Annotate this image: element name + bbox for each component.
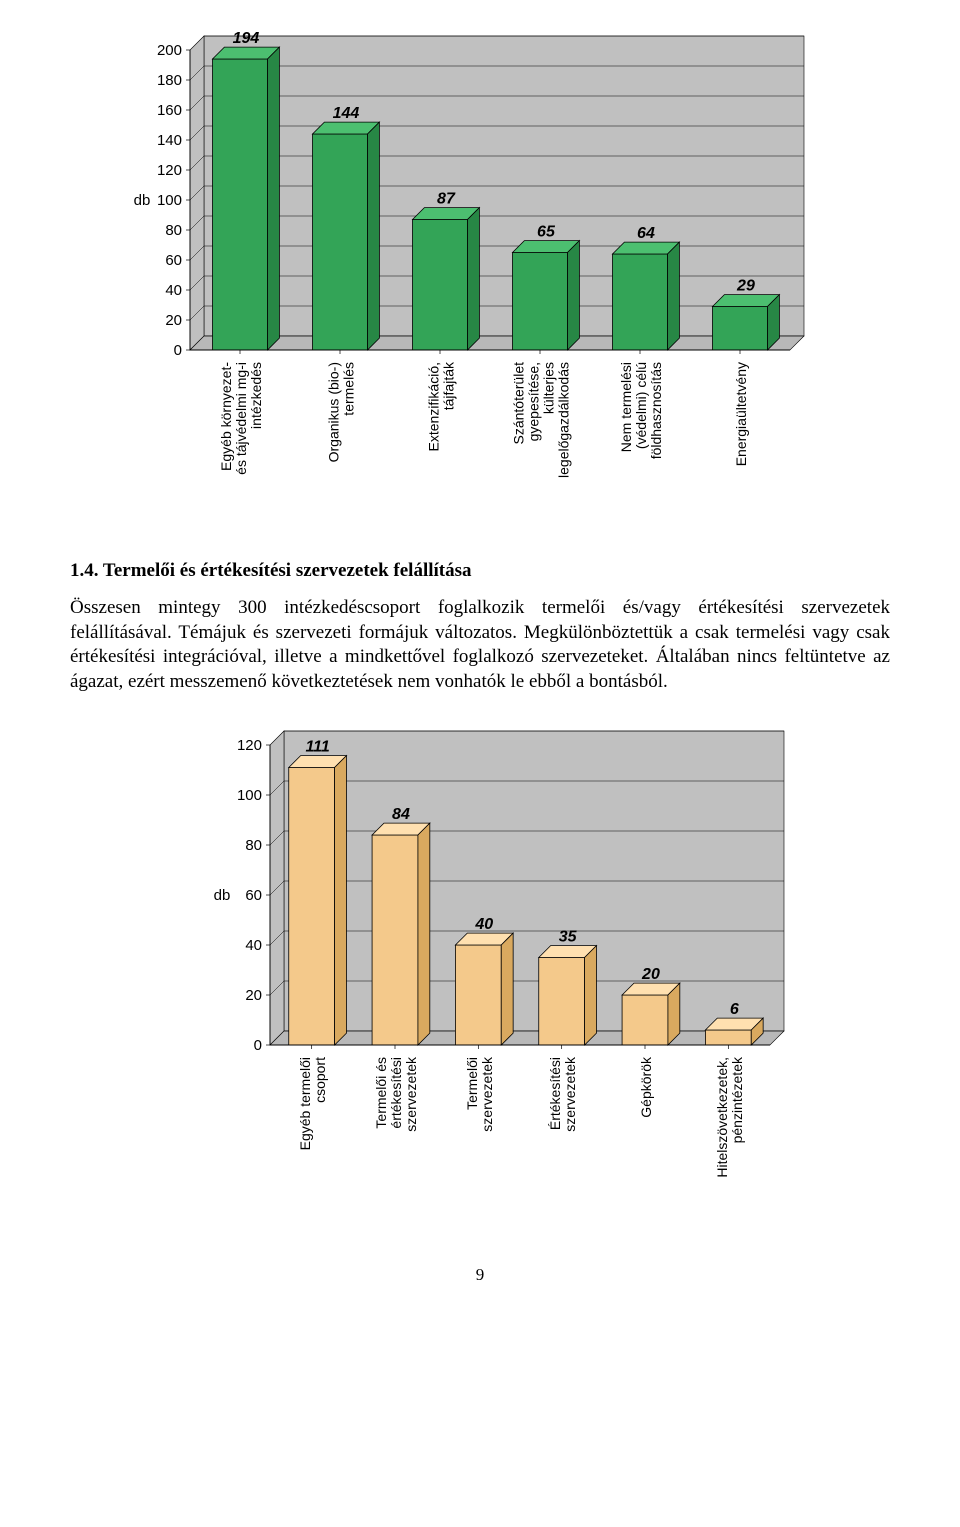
- svg-text:100: 100: [237, 787, 262, 804]
- svg-text:20: 20: [245, 987, 262, 1004]
- bar-value-label: 64: [637, 225, 655, 242]
- svg-text:Egyéb termelői: Egyéb termelői: [297, 1057, 313, 1150]
- bar-value-label: 111: [305, 738, 329, 755]
- bar-value-label: 35: [559, 928, 578, 945]
- svg-text:80: 80: [165, 222, 182, 239]
- svg-text:Egyéb környezet-: Egyéb környezet-: [218, 362, 234, 471]
- svg-text:40: 40: [165, 282, 182, 299]
- svg-text:160: 160: [157, 102, 182, 119]
- category-label: Energiaültetvény: [733, 362, 749, 466]
- svg-text:140: 140: [157, 132, 182, 149]
- svg-text:180: 180: [157, 72, 182, 89]
- svg-text:Értékesítési: Értékesítési: [547, 1057, 563, 1130]
- svg-text:gyepesítése,: gyepesítése,: [526, 362, 542, 441]
- section-body: Összesen mintegy 300 intézkedéscsoport f…: [70, 596, 890, 695]
- svg-text:0: 0: [254, 1037, 262, 1054]
- svg-text:0: 0: [174, 342, 182, 359]
- svg-text:Hitelszövetkezetek,: Hitelszövetkezetek,: [714, 1057, 730, 1178]
- svg-text:Organikus (bio-): Organikus (bio-): [326, 362, 342, 462]
- svg-text:szervezetek: szervezetek: [562, 1056, 578, 1132]
- bar-value-label: 144: [333, 105, 360, 122]
- category-label: Extenzifikáció,tájfajták: [426, 361, 457, 451]
- category-label: Hitelszövetkezetek,pénzintézetek: [714, 1056, 745, 1178]
- svg-text:Gépkörök: Gépkörök: [638, 1056, 654, 1118]
- category-label: Termelőiszervezetek: [464, 1056, 495, 1132]
- chart1-container: 0 20 40 60 80 100 120 140 160 180 200 db 194 Egyéb kö…: [110, 20, 810, 530]
- bar-value-label: 65: [537, 224, 556, 241]
- svg-text:60: 60: [245, 887, 262, 904]
- svg-text:60: 60: [165, 252, 182, 269]
- category-label: Gépkörök: [638, 1056, 654, 1118]
- svg-text:szervezetek: szervezetek: [403, 1056, 419, 1132]
- svg-text:csoport: csoport: [312, 1057, 328, 1103]
- chart2-svg: 0 20 40 60 80 100 120 db 111 Egyéb termelőicsopor…: [190, 715, 790, 1225]
- bar-value-label: 29: [736, 278, 755, 295]
- svg-text:és tájvédelmi mg-i: és tájvédelmi mg-i: [233, 362, 249, 475]
- svg-text:tájfajták: tájfajták: [441, 361, 457, 410]
- category-label: Termelői ésértékesítésiszervezetek: [373, 1056, 419, 1132]
- category-label: Egyéb környezet-és tájvédelmi mg-iintézk…: [218, 362, 264, 475]
- page-number: 9: [70, 1265, 890, 1285]
- category-label: Szántóterületgyepesítése,külterjeslegelő…: [511, 362, 572, 478]
- category-label: Értékesítésiszervezetek: [547, 1056, 578, 1132]
- bar-value-label: 87: [437, 191, 456, 208]
- svg-text:db: db: [134, 192, 151, 209]
- svg-text:külterjes: külterjes: [541, 362, 557, 414]
- category-label: Egyéb termelőicsoport: [297, 1057, 328, 1150]
- svg-text:Termelői: Termelői: [464, 1057, 480, 1110]
- svg-text:80: 80: [245, 837, 262, 854]
- svg-text:termelés: termelés: [341, 362, 357, 416]
- section-heading: 1.4. Termelői és értékesítési szervezete…: [70, 560, 890, 582]
- svg-text:40: 40: [245, 937, 262, 954]
- svg-text:pénzintézetek: pénzintézetek: [729, 1056, 745, 1143]
- svg-text:Nem termelési: Nem termelési: [618, 362, 634, 452]
- svg-text:120: 120: [157, 162, 182, 179]
- page: 020406080100120140160180200db194Egyéb kö…: [0, 0, 960, 1315]
- svg-text:Termelői és: Termelői és: [373, 1057, 389, 1129]
- svg-text:100: 100: [157, 192, 182, 209]
- svg-text:db: db: [214, 887, 231, 904]
- bar-value-label: 6: [730, 1001, 739, 1018]
- chart2-container: 0 20 40 60 80 100 120 db 111 Egyéb termelőicsopor…: [190, 715, 790, 1225]
- svg-text:200: 200: [157, 42, 182, 59]
- svg-text:értékesítési: értékesítési: [388, 1057, 404, 1129]
- bar-value-label: 20: [641, 966, 660, 983]
- chart1-svg: 0 20 40 60 80 100 120 140 160 180 200 db 194 Egyéb kö…: [110, 20, 810, 530]
- bar-value-label: 194: [233, 30, 260, 47]
- category-label: Nem termelési(védelmi) célúföldhasznosít…: [618, 362, 664, 459]
- svg-text:legelőgazdálkodás: legelőgazdálkodás: [556, 362, 572, 478]
- svg-text:intézkedés: intézkedés: [248, 362, 264, 429]
- svg-text:20: 20: [165, 312, 182, 329]
- svg-text:Szántóterület: Szántóterület: [511, 362, 527, 445]
- svg-text:Extenzifikáció,: Extenzifikáció,: [426, 362, 442, 451]
- svg-text:Energiaültetvény: Energiaültetvény: [733, 362, 749, 466]
- svg-text:földhasznosítás: földhasznosítás: [648, 362, 664, 459]
- svg-text:120: 120: [237, 737, 262, 754]
- category-label: Organikus (bio-)termelés: [326, 362, 357, 462]
- bar-value-label: 84: [392, 806, 410, 823]
- bar-value-label: 40: [474, 916, 493, 933]
- svg-text:(védelmi) célú: (védelmi) célú: [633, 362, 649, 449]
- svg-text:szervezetek: szervezetek: [479, 1056, 495, 1132]
